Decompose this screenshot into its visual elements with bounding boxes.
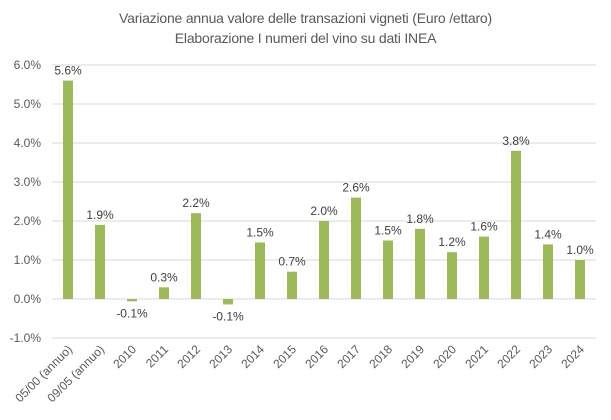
x-tick-label: 2010 (110, 342, 139, 371)
y-axis-ticks: -1.0% 0.0% 1.0% 2.0% 3.0% 4.0% 5.0% 6.0% (10, 58, 42, 345)
y-tick-label: 2.0% (14, 214, 42, 228)
chart-subtitle: Elaborazione I numeri del vino su dati I… (174, 30, 437, 46)
bars (63, 80, 585, 305)
gridlines (52, 64, 596, 339)
bar (191, 213, 201, 299)
bar (95, 224, 105, 299)
bar (63, 80, 73, 299)
data-label: 1.5% (246, 225, 274, 239)
data-labels: 5.6% 1.9% -0.1% 0.3% 2.2% -0.1% 1.5% 0.7% 2.0% 2.… (54, 64, 594, 324)
y-tick-label: 6.0% (14, 58, 42, 72)
x-tick-label: 2024 (558, 342, 587, 371)
x-tick-label: 2018 (366, 342, 395, 371)
bar (223, 299, 233, 305)
bar (319, 221, 329, 299)
x-tick-label: 2013 (206, 342, 235, 371)
bar (575, 260, 585, 299)
bar (383, 240, 393, 299)
bar (479, 236, 489, 299)
bar (127, 299, 137, 302)
bar (287, 271, 297, 299)
x-tick-label: 2020 (430, 342, 459, 371)
bar (447, 252, 457, 299)
y-tick-label: 4.0% (14, 136, 42, 150)
x-tick-label: 09/05 (annuo) (44, 342, 107, 405)
chart-title: Variazione annua valore delle transazion… (119, 10, 492, 26)
x-tick-label: 2011 (143, 342, 171, 370)
y-tick-label: -1.0% (10, 331, 42, 345)
data-label: 1.2% (438, 235, 466, 249)
x-tick-label: 2021 (462, 342, 491, 371)
x-tick-label: 2023 (526, 342, 555, 371)
data-label: 2.0% (310, 204, 338, 218)
bar (511, 150, 521, 299)
x-tick-label: 2022 (494, 342, 523, 371)
y-tick-label: 1.0% (14, 253, 42, 267)
data-label: 2.6% (342, 181, 370, 195)
data-label: 1.9% (86, 208, 114, 222)
data-label: -0.1% (212, 309, 244, 323)
x-tick-label: 2017 (334, 342, 363, 371)
y-tick-label: 0.0% (14, 292, 42, 306)
data-label: 0.3% (150, 270, 178, 284)
x-tick-label: 2012 (174, 342, 203, 371)
data-label: -0.1% (116, 306, 148, 320)
data-label: 1.5% (374, 224, 402, 238)
data-label: 1.0% (566, 243, 594, 257)
data-label: 1.8% (406, 212, 434, 226)
x-axis-labels: 05/00 (annuo)09/05 (annuo) 2010 2011 2012 20… (12, 342, 587, 405)
data-label: 3.8% (502, 134, 530, 148)
y-tick-label: 5.0% (14, 97, 42, 111)
data-label: 1.4% (534, 227, 562, 241)
x-tick-label: 2014 (238, 342, 267, 371)
bar (255, 242, 265, 299)
data-label: 2.2% (182, 196, 210, 210)
data-label: 5.6% (54, 64, 82, 78)
data-label: 1.6% (470, 220, 498, 234)
bar (543, 244, 553, 299)
x-tick-label: 2019 (398, 342, 427, 371)
bar (351, 197, 361, 299)
bar (159, 287, 169, 299)
bar (415, 228, 425, 299)
data-label: 0.7% (278, 255, 306, 269)
x-tick-label: 2015 (270, 342, 299, 371)
x-tick-label: 2016 (302, 342, 331, 371)
y-tick-label: 3.0% (14, 175, 42, 189)
